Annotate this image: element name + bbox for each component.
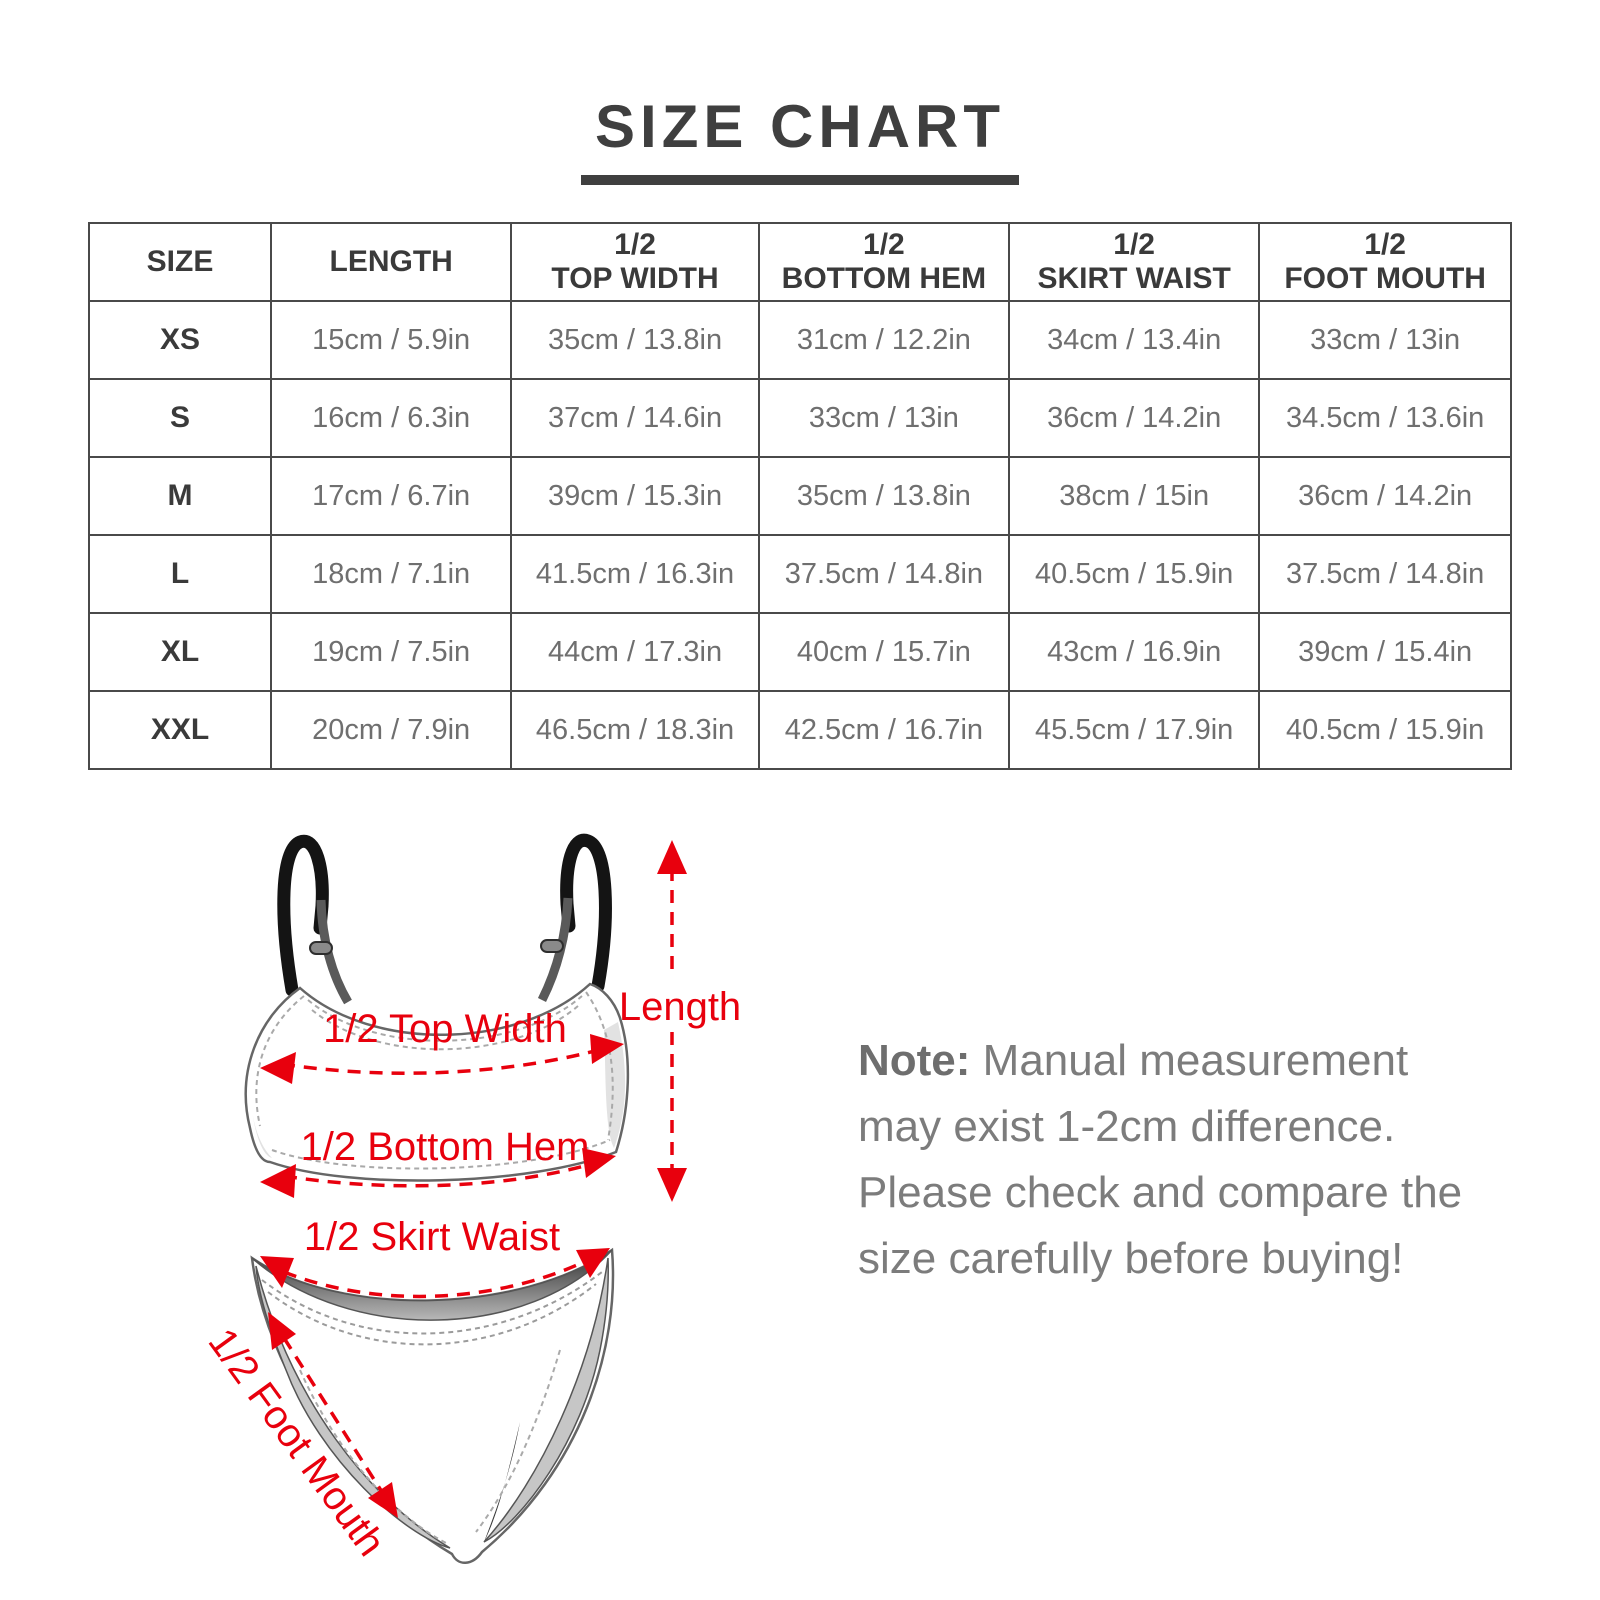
cell-foot_mouth: 37.5cm / 14.8in [1258,534,1512,614]
size-table-body: XS 15cm / 5.9in 35cm / 13.8in 31cm / 12.2in… [87,300,1512,770]
top-width-arrow [281,1046,607,1075]
right-strap-strand [537,897,573,1003]
neckline-stitch [307,995,583,1042]
cell-size: XXL [87,690,273,770]
cell-foot_mouth: 40.5cm / 15.9in [1258,690,1512,770]
waistband-stitch [261,1271,603,1335]
right-leg-shading [483,1257,609,1543]
table-row: XS 15cm / 5.9in 35cm / 13.8in 31cm / 12.2in… [87,300,1512,380]
table-row: XXL 20cm / 7.9in 46.5cm / 18.3in 42.5cm / 1… [87,690,1512,770]
column-header: 1/2 BOTTOM HEM [757,222,1011,302]
cell-skirt_waist: 36cm / 14.2in [1008,378,1261,458]
cell-bottom_hem: 37.5cm / 14.8in [757,534,1011,614]
cell-top_width: 46.5cm / 18.3in [510,690,760,770]
cell-bottom_hem: 40cm / 15.7in [757,612,1011,692]
cell-foot_mouth: 33cm / 13in [1258,300,1512,380]
cell-foot_mouth: 39cm / 15.4in [1258,612,1512,692]
left-strap-adjuster [309,941,333,955]
measurement-annotations [260,840,687,1518]
table-row: S 16cm / 6.3in 37cm / 14.6in 33cm / 13in 36c… [87,378,1512,458]
table-row: M 17cm / 6.7in 39cm / 15.3in 35cm / 13.8in 3… [87,456,1512,536]
note-label: Note: [858,1036,971,1085]
title-wrap: SIZE CHART [0,92,1600,185]
hem-stitch [271,1139,611,1170]
left-side-stitch [255,995,305,1127]
cell-bottom_hem: 33cm / 13in [757,378,1011,458]
cell-top_width: 37cm / 14.6in [510,378,760,458]
bottom-hem-arrow [283,1160,599,1188]
foot-mouth-arrow [282,1337,384,1493]
cell-length: 19cm / 7.5in [270,612,513,692]
cell-bottom_hem: 31cm / 12.2in [757,300,1011,380]
column-header: 1/2 FOOT MOUTH [1258,222,1512,302]
cell-length: 18cm / 7.1in [270,534,513,614]
waistband-stitch-2 [267,1283,597,1346]
cell-skirt_waist: 40.5cm / 15.9in [1008,534,1261,614]
cell-skirt_waist: 38cm / 15in [1008,456,1261,536]
cell-skirt_waist: 45.5cm / 17.9in [1008,690,1261,770]
top-width-label: 1/2 Top Width [323,1007,567,1051]
size-table-head: SIZE LENGTH 1/2 TOP WIDTH 1/2 BOTTOM HEM 1/2… [87,222,1512,302]
foot-mouth-arrowhead-top [268,1312,296,1350]
cell-skirt_waist: 43cm / 16.9in [1008,612,1261,692]
left-strap [277,834,329,997]
skirt-waist-arrowhead-left [260,1256,294,1288]
cell-size: S [87,378,273,458]
cell-skirt_waist: 34cm / 13.4in [1008,300,1261,380]
cell-length: 17cm / 6.7in [270,456,513,536]
size-table: SIZE LENGTH 1/2 TOP WIDTH 1/2 BOTTOM HEM 1/2… [87,222,1512,770]
cell-top_width: 35cm / 13.8in [510,300,760,380]
waistband [251,1249,613,1321]
note-text: Note: Manual measurement may exist 1-2cm… [858,1028,1483,1292]
top-width-arrowhead-right [590,1034,624,1064]
skirt-waist-arrow [283,1258,589,1299]
length-label: Length [619,985,741,1029]
length-arrowhead-top [657,840,687,874]
left-leg-stitch [299,1369,449,1545]
cell-length: 16cm / 6.3in [270,378,513,458]
right-leg-stitch [475,1349,561,1533]
cell-size: M [87,456,273,536]
cell-top_width: 44cm / 17.3in [510,612,760,692]
right-strap [560,833,612,993]
right-strap-adjuster [540,939,564,953]
bottom-hem-arrowhead-left [260,1164,296,1198]
cell-top_width: 41.5cm / 16.3in [510,534,760,614]
table-row: XL 19cm / 7.5in 44cm / 17.3in 40cm / 15.7in… [87,612,1512,692]
bikini-bottom-illustration [250,1247,615,1564]
table-header-row: SIZE LENGTH 1/2 TOP WIDTH 1/2 BOTTOM HEM 1/2… [87,222,1512,302]
cell-size: XL [87,612,273,692]
table-row: L 18cm / 7.1in 41.5cm / 16.3in 37.5cm / 14.… [87,534,1512,614]
bottom-hem-label: 1/2 Bottom Hem [300,1125,589,1169]
cell-size: L [87,534,273,614]
cell-length: 20cm / 7.9in [270,690,513,770]
skirt-waist-label: 1/2 Skirt Waist [304,1215,560,1259]
note-body: Manual measurement may exist 1-2cm diffe… [858,1036,1463,1283]
column-header: 1/2 TOP WIDTH [510,222,760,302]
foot-mouth-arrowhead-bottom [368,1482,398,1518]
bottom-hem-arrowhead-right [582,1148,616,1178]
column-header: SIZE [87,222,273,302]
column-header: 1/2 SKIRT WAIST [1008,222,1261,302]
cell-length: 15cm / 5.9in [270,300,513,380]
cell-bottom_hem: 42.5cm / 16.7in [757,690,1011,770]
bikini-measurement-diagram: 1/2 Top Width Length 1/2 Bottom Hem 1/2 … [200,833,741,1564]
left-strap-strand [316,899,352,1005]
top-width-arrowhead-left [260,1052,296,1084]
cell-foot_mouth: 34.5cm / 13.6in [1258,378,1512,458]
cell-foot_mouth: 36cm / 14.2in [1258,456,1512,536]
cell-size: XS [87,300,273,380]
page-title: SIZE CHART [581,92,1019,185]
length-arrowhead-bottom [657,1168,687,1202]
bikini-top-body [244,982,630,1182]
column-header: LENGTH [270,222,513,302]
skirt-waist-arrowhead-right [576,1248,610,1278]
bikini-top-illustration [244,833,630,1182]
cell-bottom_hem: 35cm / 13.8in [757,456,1011,536]
cell-top_width: 39cm / 15.3in [510,456,760,536]
